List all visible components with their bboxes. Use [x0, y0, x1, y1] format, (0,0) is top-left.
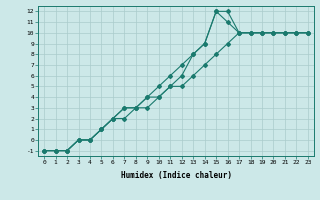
- X-axis label: Humidex (Indice chaleur): Humidex (Indice chaleur): [121, 171, 231, 180]
